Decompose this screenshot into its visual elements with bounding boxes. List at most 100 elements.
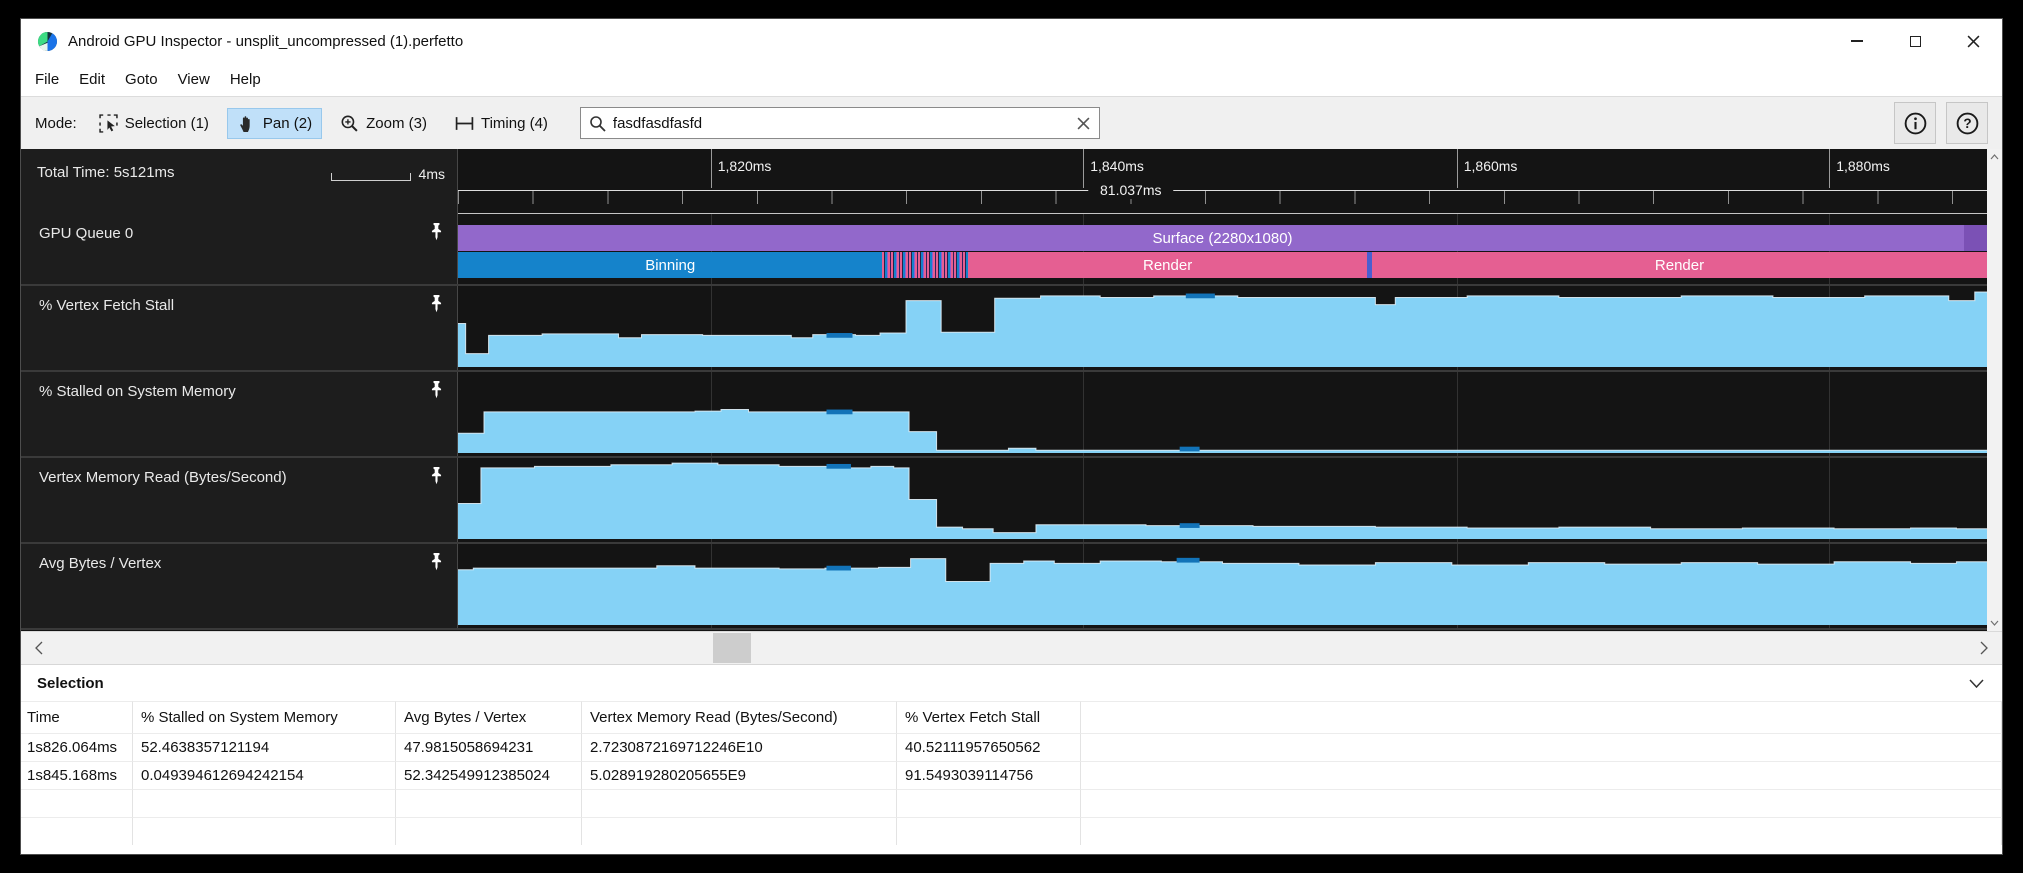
clear-search-button[interactable] bbox=[1077, 117, 1090, 130]
table-cell[interactable] bbox=[1081, 733, 2002, 761]
zoom-mode-icon bbox=[341, 115, 358, 132]
clear-icon bbox=[1077, 117, 1090, 129]
track-label-stalled-system-memory[interactable]: % Stalled on System Memory bbox=[21, 372, 458, 456]
zoom-mode-button[interactable]: Zoom (3) bbox=[330, 108, 437, 139]
ruler-major-gridline bbox=[1456, 149, 1458, 188]
selected-sample-marker bbox=[826, 565, 851, 571]
selected-sample-marker bbox=[826, 409, 853, 415]
menu-view[interactable]: View bbox=[177, 71, 210, 88]
track-name: % Stalled on System Memory bbox=[39, 383, 236, 400]
column-header[interactable] bbox=[1081, 701, 2002, 733]
timeline-panel: Total Time: 5s121ms 4ms 81.037ms 1,820ms… bbox=[21, 149, 2002, 631]
pin-icon[interactable] bbox=[430, 295, 443, 317]
maximize-button[interactable] bbox=[1886, 19, 1944, 63]
pin-icon[interactable] bbox=[430, 467, 443, 489]
minimize-button[interactable] bbox=[1828, 19, 1886, 63]
counter-chart-vertex-memory-read[interactable] bbox=[458, 458, 1987, 542]
table-cell[interactable]: 52.4638357121194 bbox=[133, 733, 396, 761]
pan-mode-button[interactable]: Pan (2) bbox=[226, 107, 323, 139]
vertical-scrollbar[interactable] bbox=[1987, 149, 2002, 631]
slice-label: Surface (2280x1080) bbox=[1152, 229, 1293, 247]
chevron-left-icon bbox=[35, 641, 43, 655]
scrollbar-thumb[interactable] bbox=[713, 633, 752, 663]
counter-area-chart bbox=[458, 557, 1987, 625]
slice-render[interactable]: Render bbox=[968, 252, 1367, 278]
table-cell-empty bbox=[897, 789, 1081, 817]
timing-mode-button[interactable]: Timing (4) bbox=[445, 108, 558, 139]
track-label-avg-bytes-vertex[interactable]: Avg Bytes / Vertex bbox=[21, 544, 458, 628]
queue-slice-bar: Binning Render Render bbox=[458, 252, 1987, 278]
column-header[interactable]: Avg Bytes / Vertex bbox=[396, 701, 582, 733]
menu-edit[interactable]: Edit bbox=[79, 71, 106, 88]
menu-help[interactable]: Help bbox=[229, 71, 261, 88]
selection-header[interactable]: Selection bbox=[21, 665, 2002, 701]
counter-area-chart bbox=[458, 460, 1987, 539]
search-value: fasdfasdfasfd bbox=[612, 114, 703, 132]
slice-label: Render bbox=[1654, 256, 1705, 274]
close-icon bbox=[1967, 35, 1979, 47]
selected-sample-marker bbox=[826, 463, 851, 469]
pin-icon[interactable] bbox=[430, 223, 443, 245]
track-name: % Vertex Fetch Stall bbox=[39, 297, 175, 314]
help-button[interactable]: ? bbox=[1946, 102, 1988, 144]
info-button[interactable] bbox=[1894, 102, 1936, 144]
table-cell[interactable]: 0.049394612694242154 bbox=[133, 761, 396, 789]
time-ruler[interactable]: 81.037ms 1,820ms 1,840ms 1,860ms 1,880ms bbox=[458, 149, 1987, 214]
table-cell[interactable]: 91.5493039114756 bbox=[897, 761, 1081, 789]
column-header[interactable]: % Stalled on System Memory bbox=[133, 701, 396, 733]
column-header[interactable]: Time bbox=[21, 701, 133, 733]
table-cell[interactable]: 47.9815058694231 bbox=[396, 733, 582, 761]
column-header[interactable]: % Vertex Fetch Stall bbox=[897, 701, 1081, 733]
scroll-down-icon[interactable] bbox=[1987, 620, 2002, 626]
table-cell[interactable]: 1s826.064ms bbox=[21, 733, 133, 761]
gpu-queue-chart[interactable]: Surface (2280x1080) Binning Render Render bbox=[458, 214, 1987, 284]
track-row-avg-bytes-vertex: Avg Bytes / Vertex bbox=[21, 544, 1987, 630]
slice-slice[interactable] bbox=[882, 252, 969, 278]
table-cell[interactable]: 5.028919280205655E9 bbox=[582, 761, 897, 789]
ruler-row: Total Time: 5s121ms 4ms 81.037ms 1,820ms… bbox=[21, 149, 1987, 214]
menu-goto[interactable]: Goto bbox=[125, 71, 158, 88]
counter-chart-avg-bytes-vertex[interactable] bbox=[458, 544, 1987, 628]
slice-surface-slice[interactable] bbox=[1964, 225, 1987, 251]
track-label-vertex-memory-read[interactable]: Vertex Memory Read (Bytes/Second) bbox=[21, 458, 458, 542]
slice-render[interactable]: Render bbox=[1372, 252, 1987, 278]
table-cell[interactable] bbox=[1081, 761, 2002, 789]
selected-sample-marker bbox=[1179, 446, 1200, 452]
collapse-chevron-icon[interactable] bbox=[1969, 678, 1984, 688]
selection-mode-button[interactable]: Selection (1) bbox=[89, 108, 219, 139]
pin-icon[interactable] bbox=[430, 381, 443, 403]
table-cell[interactable]: 52.342549912385024 bbox=[396, 761, 582, 789]
table-cell[interactable]: 2.7230872169712246E10 bbox=[582, 733, 897, 761]
selection-table: Time% Stalled on System Memory Avg Bytes … bbox=[21, 701, 2002, 845]
column-header[interactable]: Vertex Memory Read (Bytes/Second) bbox=[582, 701, 897, 733]
ruler-major-gridline bbox=[1829, 149, 1831, 188]
slice-surface-surface-2280x1080[interactable]: Surface (2280x1080) bbox=[458, 225, 1987, 251]
track-label-gpu-queue-0[interactable]: GPU Queue 0 bbox=[21, 214, 458, 284]
counter-chart-stalled-system-memory[interactable] bbox=[458, 372, 1987, 456]
ruler-minor-ticks bbox=[458, 191, 1987, 204]
menu-file[interactable]: File bbox=[35, 71, 60, 88]
horizontal-scrollbar[interactable] bbox=[21, 631, 2002, 665]
pin-icon[interactable] bbox=[430, 553, 443, 575]
scroll-left-button[interactable] bbox=[21, 632, 57, 664]
scroll-right-button[interactable] bbox=[1966, 632, 2002, 664]
table-cell[interactable]: 1s845.168ms bbox=[21, 761, 133, 789]
track-label-vertex-fetch-stall[interactable]: % Vertex Fetch Stall bbox=[21, 286, 458, 370]
track-name: Avg Bytes / Vertex bbox=[39, 555, 162, 572]
table-cell-empty bbox=[21, 817, 133, 845]
timeline-filler bbox=[21, 630, 1987, 631]
slice-binning[interactable]: Binning bbox=[458, 252, 883, 278]
table-cell-empty bbox=[582, 789, 897, 817]
scroll-up-icon[interactable] bbox=[1987, 154, 2002, 160]
slice-slice[interactable] bbox=[1366, 252, 1373, 278]
major-gridline bbox=[1829, 372, 1831, 456]
table-cell-empty bbox=[1081, 817, 2002, 845]
ruler-tick-label: 1,840ms bbox=[1090, 158, 1144, 174]
counter-chart-vertex-fetch-stall[interactable] bbox=[458, 286, 1987, 370]
app-window: Android GPU Inspector - unsplit_uncompre… bbox=[20, 18, 2003, 855]
search-input[interactable]: fasdfasdfasfd bbox=[579, 107, 1100, 139]
table-cell-empty bbox=[133, 817, 396, 845]
close-button[interactable] bbox=[1944, 19, 2002, 63]
table-cell[interactable]: 40.52111957650562 bbox=[897, 733, 1081, 761]
